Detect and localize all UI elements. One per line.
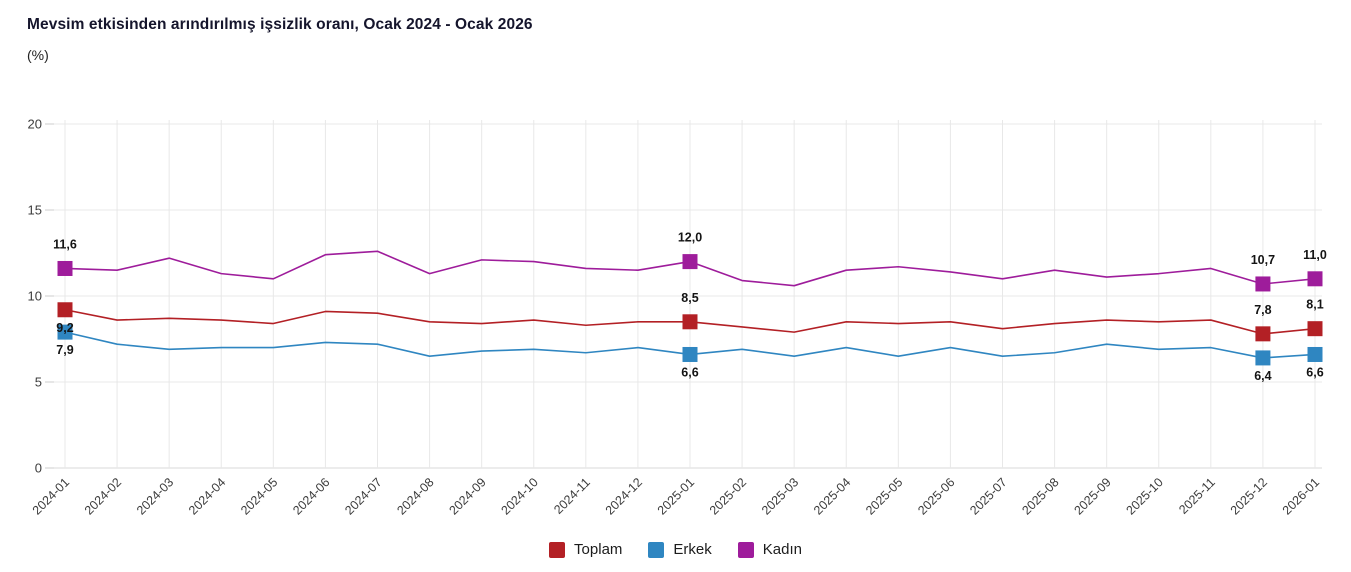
svg-text:10: 10 bbox=[28, 289, 42, 304]
chart-unit-label: (%) bbox=[27, 47, 49, 63]
svg-text:5: 5 bbox=[35, 375, 42, 390]
svg-text:2024-04: 2024-04 bbox=[186, 475, 228, 517]
legend-item-kadin[interactable]: Kadın bbox=[737, 541, 802, 558]
data-point-labels: 9,2 8,5 7,8 8,1 7,9 6,6 6,4 6,6 11,6 12,0 10,7 11,0 bbox=[53, 231, 1327, 383]
marker-toplam-2025-12 bbox=[1255, 326, 1271, 342]
svg-text:11,6: 11,6 bbox=[53, 237, 77, 251]
marker-toplam-2025-01 bbox=[682, 314, 698, 330]
svg-text:11,0: 11,0 bbox=[1303, 248, 1327, 262]
chart-title: Mevsim etkisinden arındırılmış işsizlik … bbox=[27, 16, 533, 33]
svg-text:2024-03: 2024-03 bbox=[134, 475, 176, 517]
marker-erkek-2025-01 bbox=[682, 346, 698, 362]
line-chart-plot-area: 0 5 10 15 20 9,2 8,5 7,8 8,1 7,9 6,6 6,4 6,6 11,6 12,0… bbox=[28, 117, 1327, 518]
erkek-series-swatch-icon bbox=[648, 541, 665, 558]
svg-text:2025-03: 2025-03 bbox=[759, 475, 801, 517]
svg-text:9,2: 9,2 bbox=[56, 321, 73, 335]
svg-text:7,9: 7,9 bbox=[56, 343, 73, 357]
marker-kadın-2026-01 bbox=[1307, 271, 1323, 287]
marker-kadın-2024-01 bbox=[57, 260, 73, 276]
svg-text:10,7: 10,7 bbox=[1251, 253, 1275, 267]
svg-text:2025-10: 2025-10 bbox=[1124, 475, 1166, 517]
svg-text:6,6: 6,6 bbox=[1306, 365, 1323, 379]
svg-text:2024-09: 2024-09 bbox=[446, 475, 488, 517]
svg-text:2024-06: 2024-06 bbox=[290, 475, 332, 517]
svg-text:6,6: 6,6 bbox=[681, 365, 698, 379]
legend-label-kadin: Kadın bbox=[762, 541, 802, 558]
svg-text:2024-05: 2024-05 bbox=[238, 475, 280, 517]
marker-kadın-2025-12 bbox=[1255, 276, 1271, 292]
svg-text:12,0: 12,0 bbox=[678, 231, 702, 245]
svg-text:2025-06: 2025-06 bbox=[915, 475, 957, 517]
marker-kadın-2025-01 bbox=[682, 254, 698, 270]
svg-text:2025-05: 2025-05 bbox=[863, 475, 905, 517]
svg-text:2024-12: 2024-12 bbox=[603, 475, 645, 517]
y-gridlines bbox=[45, 123, 1322, 469]
svg-text:2025-11: 2025-11 bbox=[1176, 475, 1218, 517]
svg-text:2025-07: 2025-07 bbox=[967, 475, 1009, 517]
legend-item-erkek[interactable]: Erkek bbox=[648, 541, 712, 558]
x-gridlines bbox=[64, 120, 1316, 468]
svg-text:2026-01: 2026-01 bbox=[1280, 475, 1322, 517]
svg-text:15: 15 bbox=[28, 203, 42, 218]
svg-text:2024-08: 2024-08 bbox=[394, 475, 436, 517]
marker-toplam-2024-01 bbox=[57, 302, 73, 318]
svg-text:7,8: 7,8 bbox=[1254, 303, 1271, 317]
svg-text:8,5: 8,5 bbox=[681, 291, 698, 305]
svg-text:2025-09: 2025-09 bbox=[1071, 475, 1113, 517]
svg-text:2025-01: 2025-01 bbox=[655, 475, 697, 517]
series-toplam bbox=[57, 302, 1323, 342]
svg-text:20: 20 bbox=[28, 117, 42, 132]
svg-text:2024-07: 2024-07 bbox=[342, 475, 384, 517]
svg-text:2024-10: 2024-10 bbox=[499, 475, 541, 517]
legend-label-erkek: Erkek bbox=[673, 541, 712, 558]
legend-label-toplam: Toplam bbox=[574, 541, 623, 558]
svg-text:2025-02: 2025-02 bbox=[707, 475, 749, 517]
toplam-series-swatch-icon bbox=[549, 541, 566, 558]
svg-text:2025-12: 2025-12 bbox=[1228, 475, 1270, 517]
legend-item-toplam[interactable]: Toplam bbox=[549, 541, 622, 558]
svg-text:6,4: 6,4 bbox=[1254, 369, 1271, 383]
marker-toplam-2026-01 bbox=[1307, 321, 1323, 337]
y-axis-labels: 0 5 10 15 20 bbox=[28, 117, 42, 476]
kadin-series-swatch-icon bbox=[737, 541, 754, 558]
svg-text:0: 0 bbox=[35, 461, 42, 476]
series-erkek bbox=[57, 324, 1323, 366]
chart-legend: Toplam Erkek Kadın bbox=[0, 541, 1351, 558]
svg-text:2024-01: 2024-01 bbox=[30, 475, 72, 517]
marker-erkek-2026-01 bbox=[1307, 346, 1323, 362]
svg-text:2024-11: 2024-11 bbox=[551, 475, 593, 517]
series-kadın bbox=[57, 250, 1323, 292]
x-axis-labels: 2024-01 2024-02 2024-03 2024-04 2024-05 2024-… bbox=[30, 475, 1322, 517]
marker-erkek-2024-01 bbox=[57, 324, 73, 340]
svg-text:2025-08: 2025-08 bbox=[1019, 475, 1061, 517]
svg-text:8,1: 8,1 bbox=[1306, 298, 1323, 312]
svg-text:2025-04: 2025-04 bbox=[811, 475, 853, 517]
marker-erkek-2025-12 bbox=[1255, 350, 1271, 366]
svg-text:2024-02: 2024-02 bbox=[82, 475, 124, 517]
